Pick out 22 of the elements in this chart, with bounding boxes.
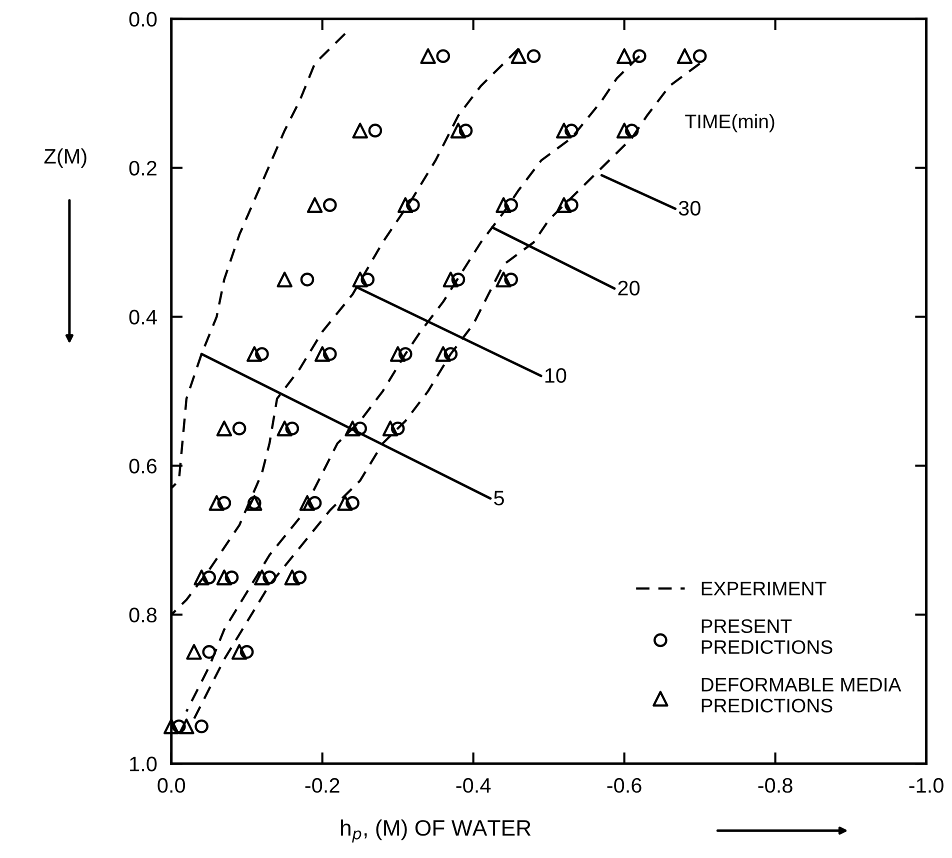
annotation: 30 [678,200,700,216]
y-tick-label: 0.0 [129,12,157,27]
x-tick-label: -0.8 [758,778,792,793]
y-tick-label: 0.2 [129,160,156,176]
annotation: 5 [494,490,504,506]
y-tick-label: 0.6 [129,458,157,474]
annotation: TIME(min) [685,114,774,132]
y-tick-label: 0.4 [129,310,157,325]
x-axis-title: h$_{p}$, (M) OF WATER [341,819,531,842]
legend-label: DEFORMABLE MEDIA PREDICTIONS [702,678,902,712]
y-axis-title: Z(M) [44,148,86,168]
legend-label: PRESENT PREDICTIONS [702,619,832,654]
annotation: 20 [618,280,640,296]
x-tick-label: -0.4 [456,778,491,793]
x-tick-label: -1.0 [909,778,944,793]
annotation: 10 [545,368,566,383]
legend-label: EXPERIMENT [702,582,826,596]
y-tick-label: 1.0 [130,756,157,772]
x-tick-label: -0.6 [607,778,642,793]
x-tick-label: 0.0 [158,778,186,793]
y-tick-label: 0.8 [129,608,157,622]
x-tick-label: -0.2 [305,778,340,793]
